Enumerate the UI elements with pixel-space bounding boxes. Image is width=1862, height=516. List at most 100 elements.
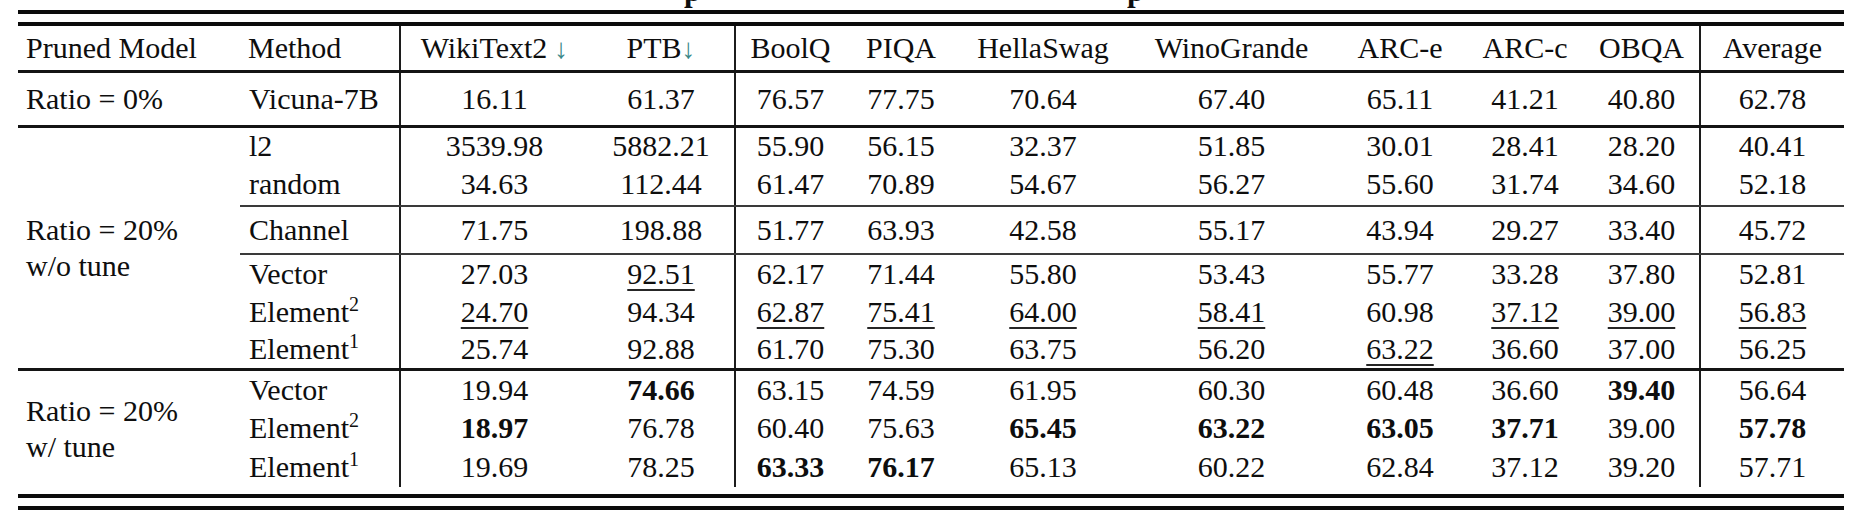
metric-value: 60.48 [1366,373,1434,406]
cell-wikitext2: 19.94 [400,370,588,409]
caption-fragment: p [1127,0,1149,8]
down-arrow-icon: ↓ [682,33,696,64]
col-header-label: ARC-e [1358,31,1443,64]
cell-average: 45.72 [1700,206,1844,254]
cell-average: 57.71 [1700,448,1844,487]
metric-value: 55.80 [1009,257,1077,290]
metric-value: 60.22 [1198,450,1266,483]
cell-piqa: 75.63 [845,409,957,448]
metric-value: 57.78 [1739,411,1807,444]
cell-arc_c: 36.60 [1466,370,1584,409]
method-cell: Element1 [240,448,400,487]
col-header-piqa: PIQA [845,26,957,72]
metric-value: 74.59 [867,373,935,406]
cell-wikitext2: 34.63 [400,164,588,206]
row-group-label-line: Ratio = 0% [26,81,240,117]
cell-arc_c: 41.21 [1466,72,1584,127]
metric-value: 19.94 [461,373,529,406]
metric-value: 42.58 [1009,213,1077,246]
cell-winogrande: 60.30 [1129,370,1334,409]
cell-wikitext2: 25.74 [400,331,588,370]
metric-value: 28.20 [1608,129,1676,162]
cell-arc_c: 37.71 [1466,409,1584,448]
metric-value: 45.72 [1739,213,1807,246]
cell-arc_e: 60.48 [1334,370,1466,409]
cell-arc_e: 63.22 [1334,331,1466,370]
metric-value: 198.88 [620,213,703,246]
cell-average: 57.78 [1700,409,1844,448]
metric-value: 56.15 [867,129,935,162]
metric-value: 65.11 [1367,82,1433,115]
metric-value: 61.95 [1009,373,1077,406]
metric-value: 74.66 [627,373,695,406]
cell-piqa: 74.59 [845,370,957,409]
cell-arc_c: 36.60 [1466,331,1584,370]
col-header-arc_c: ARC-c [1466,26,1584,72]
method-cell: Vicuna-7B [240,72,400,127]
method-superscript: 1 [349,448,359,470]
cell-ptb: 94.34 [588,293,735,331]
metric-value: 55.17 [1198,213,1266,246]
method-superscript: 2 [349,409,359,431]
col-header-boolq: BoolQ [735,26,845,72]
metric-value: 56.83 [1739,295,1807,328]
method-cell: Element2 [240,409,400,448]
cell-average: 40.41 [1700,127,1844,164]
metric-value: 60.40 [757,411,825,444]
col-header-obqa: OBQA [1584,26,1700,72]
row-group-label: Ratio = 0% [18,72,240,127]
table-row: Ratio = 0%Vicuna-7B16.1161.3776.5777.757… [18,72,1844,127]
col-header-hellaswag: HellaSwag [957,26,1129,72]
metric-value: 39.00 [1608,411,1676,444]
metric-value: 64.00 [1009,295,1077,328]
cell-obqa: 39.40 [1584,370,1700,409]
method-label: Element [249,450,349,483]
col-header-winogrande: WinoGrande [1129,26,1334,72]
row-group-label-line: w/ tune [26,429,240,465]
cell-boolq: 63.33 [735,448,845,487]
method-cell: Element1 [240,331,400,370]
col-header-label: PIQA [866,31,936,64]
col-header-arc_e: ARC-e [1334,26,1466,72]
cell-ptb: 112.44 [588,164,735,206]
cell-piqa: 75.41 [845,293,957,331]
metric-value: 56.20 [1198,332,1266,365]
metric-value: 28.41 [1491,129,1559,162]
cell-obqa: 28.20 [1584,127,1700,164]
cell-obqa: 39.20 [1584,448,1700,487]
cell-piqa: 75.30 [845,331,957,370]
metric-value: 29.27 [1491,213,1559,246]
method-label: Channel [249,213,349,246]
method-cell: random [240,164,400,206]
metric-value: 71.44 [867,257,935,290]
metric-value: 92.88 [627,332,695,365]
metric-value: 70.64 [1009,82,1077,115]
cell-winogrande: 51.85 [1129,127,1334,164]
cell-boolq: 60.40 [735,409,845,448]
cell-hellaswag: 70.64 [957,72,1129,127]
metric-value: 65.45 [1009,411,1077,444]
cell-winogrande: 63.22 [1129,409,1334,448]
cell-boolq: 63.15 [735,370,845,409]
table-row: Ratio = 20%w/o tunel23539.985882.2155.90… [18,127,1844,164]
method-label: Vector [249,373,327,406]
metric-value: 53.43 [1198,257,1266,290]
metric-value: 63.33 [757,450,825,483]
metric-value: 63.22 [1366,332,1434,365]
cell-piqa: 71.44 [845,254,957,293]
results-table-block: Pruned ModelMethodWikiText2↓PTB↓BoolQPIQ… [18,10,1844,510]
cell-boolq: 51.77 [735,206,845,254]
metric-value: 55.90 [757,129,825,162]
method-label: Element [249,332,349,365]
cell-arc_c: 33.28 [1466,254,1584,293]
table-row: Vector27.0392.5162.1771.4455.8053.4355.7… [18,254,1844,293]
col-header-label: ARC-c [1483,31,1568,64]
cell-hellaswag: 61.95 [957,370,1129,409]
cell-arc_e: 62.84 [1334,448,1466,487]
col-header-label: WinoGrande [1155,31,1309,64]
cell-boolq: 76.57 [735,72,845,127]
col-header-label: HellaSwag [977,31,1109,64]
metric-value: 27.03 [461,257,529,290]
cell-piqa: 77.75 [845,72,957,127]
cell-arc_c: 28.41 [1466,127,1584,164]
